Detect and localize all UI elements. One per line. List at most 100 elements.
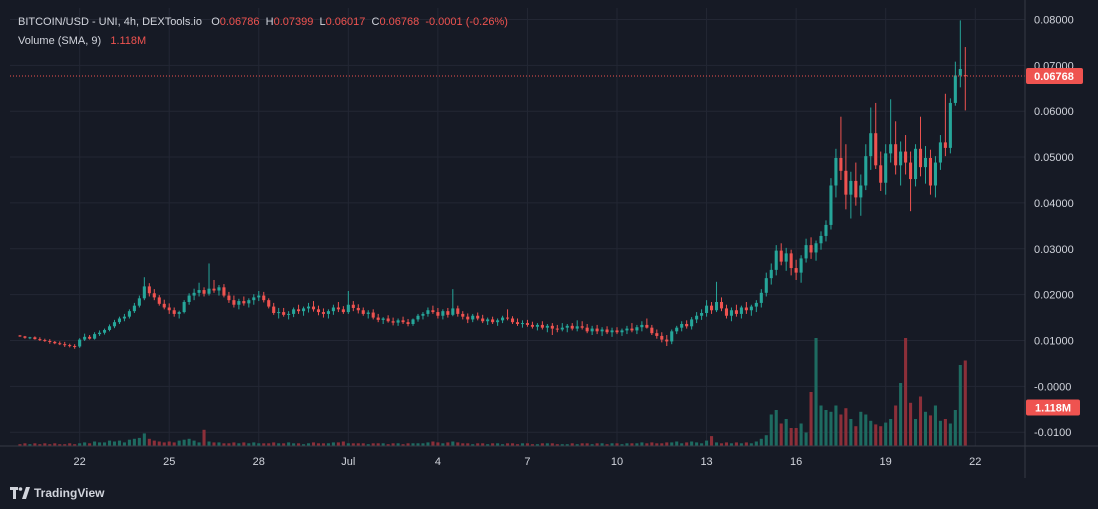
volume-bar xyxy=(172,442,176,446)
volume-value-label-text: 1.118M xyxy=(1035,402,1071,414)
price-axis[interactable]: 0.080000.070000.060000.050000.040000.030… xyxy=(1034,14,1074,439)
candle-body xyxy=(63,344,67,346)
candle-body xyxy=(341,309,345,313)
volume-bar xyxy=(814,338,818,446)
volume-bar xyxy=(346,443,350,446)
candle-body xyxy=(525,323,529,325)
candle-body xyxy=(501,317,505,321)
candle-body xyxy=(192,292,196,296)
volume-bar xyxy=(341,441,345,446)
volume-bar xyxy=(476,443,480,446)
candle-body xyxy=(665,339,669,342)
volume-bar xyxy=(859,411,863,446)
volume-bar xyxy=(869,420,873,446)
volume-bar xyxy=(705,440,709,446)
tradingview-branding[interactable]: TradingView xyxy=(10,484,104,502)
volume-bar xyxy=(605,444,609,446)
candle-body xyxy=(53,341,57,344)
price-tick-label: 0.06000 xyxy=(1034,106,1074,118)
candle-body xyxy=(809,245,813,253)
volume-bar xyxy=(18,444,22,446)
candle-body xyxy=(789,253,793,269)
candle-body xyxy=(580,326,584,328)
volume-bar xyxy=(237,443,241,446)
volume-bar xyxy=(874,424,878,446)
candle-body xyxy=(212,288,216,291)
candle-body xyxy=(376,317,380,320)
symbol-title[interactable]: BITCOIN/USD - UNI, 4h, DEXTools.io xyxy=(18,16,202,28)
volume-bar xyxy=(381,443,385,446)
volume-bar xyxy=(411,443,415,446)
candle-body xyxy=(839,157,843,171)
time-tick-label: 7 xyxy=(524,456,530,468)
candle-body xyxy=(411,319,415,325)
volume-bar xyxy=(28,444,32,446)
candle-body xyxy=(938,142,942,163)
volume-bar xyxy=(436,442,440,446)
candle-body xyxy=(58,343,62,345)
volume-bar xyxy=(849,419,853,446)
volume-bar xyxy=(297,443,301,446)
candle-body xyxy=(217,287,221,291)
volume-bar xyxy=(764,435,768,446)
volume-bar xyxy=(182,439,186,446)
candle-body xyxy=(958,68,962,76)
candle-body xyxy=(784,253,788,262)
volume-bar xyxy=(202,429,206,446)
candle-body xyxy=(436,312,440,316)
volume-indicator-label[interactable]: Volume (SMA, 9) xyxy=(18,35,102,47)
volume-bar xyxy=(491,443,495,446)
volume-bar xyxy=(779,423,783,446)
volume-bar xyxy=(122,442,126,446)
volume-bar xyxy=(162,442,166,446)
volume-bar xyxy=(844,408,848,446)
candle-body xyxy=(794,268,798,273)
volume-bar xyxy=(152,440,156,446)
candle-body xyxy=(346,304,350,313)
volume-bar xyxy=(386,444,390,446)
volume-bar xyxy=(660,443,664,446)
candle-body xyxy=(859,185,863,198)
candle-body xyxy=(177,312,181,314)
candle-body xyxy=(152,293,156,298)
candle-body xyxy=(759,292,763,303)
candle-body xyxy=(943,142,947,148)
candle-body xyxy=(610,330,614,333)
candle-body xyxy=(18,335,22,337)
candle-body xyxy=(117,318,122,323)
candle-body xyxy=(476,315,480,319)
volume-bar xyxy=(839,414,843,446)
volume-bar xyxy=(953,410,957,446)
candle-body xyxy=(565,325,569,328)
volume-bar xyxy=(451,441,455,446)
time-axis[interactable]: 22 25 28 Jul 4 7 10 13 16 19 22 xyxy=(74,456,982,468)
candle-body xyxy=(386,318,390,322)
candle-body xyxy=(819,235,823,244)
candle-body xyxy=(854,180,858,198)
time-tick-label: 22 xyxy=(969,456,981,468)
volume-bar xyxy=(112,441,117,446)
chart-legend: BITCOIN/USD - UNI, 4h, DEXTools.io O0.06… xyxy=(18,13,508,51)
candle-body xyxy=(779,250,783,262)
volume-value-label-bg xyxy=(1026,399,1080,416)
candle-body xyxy=(535,324,539,327)
volume-bar xyxy=(640,442,644,446)
volume-bar xyxy=(650,442,654,446)
candle-body xyxy=(33,337,37,340)
candle-body xyxy=(764,278,768,293)
time-tick-label: 28 xyxy=(253,456,265,468)
candle-body xyxy=(466,316,470,320)
high-label: H xyxy=(265,16,274,28)
volume-bar xyxy=(899,383,903,446)
candle-body xyxy=(122,316,126,319)
volume-bar xyxy=(655,443,659,446)
volume-bar xyxy=(948,423,952,446)
candle-body xyxy=(640,324,644,328)
low-label: L xyxy=(319,16,326,28)
volume-bar xyxy=(575,444,579,446)
candle-body xyxy=(451,308,455,315)
candle-body xyxy=(272,306,276,313)
candle-body xyxy=(68,345,72,347)
